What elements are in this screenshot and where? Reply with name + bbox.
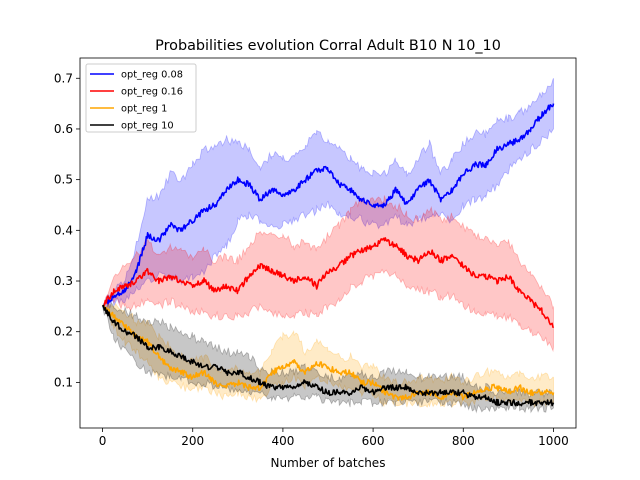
x-tick-label: 600 <box>362 434 385 448</box>
y-tick-label: 0.3 <box>54 274 73 288</box>
y-axis: 0.1 0.2 0.3 0.4 0.5 0.6 0.7 <box>54 71 80 389</box>
x-axis-label: Number of batches <box>271 456 386 470</box>
legend-label: opt_reg 1 <box>121 104 167 115</box>
series-lines <box>101 103 555 407</box>
line-opt-reg-10 <box>101 304 555 407</box>
band-opt-reg-10 <box>102 301 554 414</box>
x-tick-label: 1000 <box>538 434 569 448</box>
y-tick-label: 0.4 <box>54 223 73 237</box>
legend-label: opt_reg 0.08 <box>121 70 183 81</box>
chart-title: Probabilities evolution Corral Adult B10… <box>155 38 501 54</box>
legend-label: opt_reg 10 <box>121 121 174 132</box>
line-opt-reg-1 <box>101 304 555 401</box>
legend-label: opt_reg 0.16 <box>121 87 183 98</box>
plot-frame <box>79 57 577 429</box>
line-opt-reg-0-16 <box>101 237 555 328</box>
x-tick-label: 800 <box>452 434 475 448</box>
y-tick-label: 0.6 <box>54 122 73 136</box>
legend-box <box>85 63 197 133</box>
y-tick-label: 0.2 <box>54 325 73 339</box>
y-tick-label: 0.5 <box>54 173 73 187</box>
plot-area <box>101 78 555 414</box>
legend: opt_reg 0.08 opt_reg 0.16 opt_reg 1 opt_reg… <box>85 63 197 133</box>
y-tick-label: 0.1 <box>54 375 73 389</box>
y-tick-label: 0.7 <box>54 71 73 85</box>
x-axis: 0 200 400 600 800 1000 <box>99 428 569 448</box>
line-opt-reg-0-08 <box>102 103 555 308</box>
x-tick-label: 200 <box>181 434 204 448</box>
x-tick-label: 400 <box>271 434 294 448</box>
x-tick-label: 0 <box>99 434 107 448</box>
